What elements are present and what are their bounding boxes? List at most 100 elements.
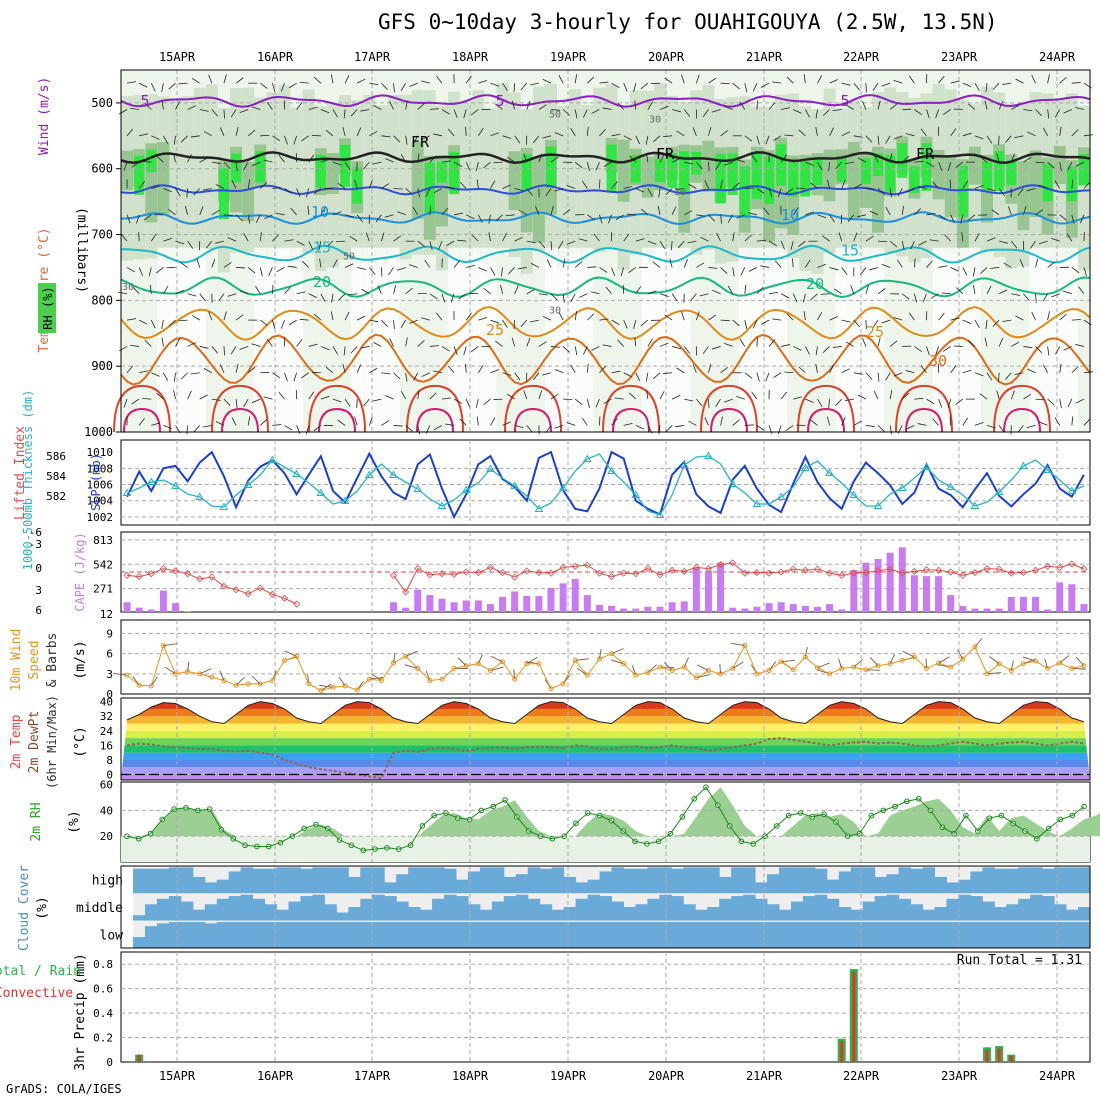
wind-barb	[913, 293, 918, 303]
wind-barb	[373, 341, 382, 347]
wind-barb	[817, 214, 827, 219]
cloud-bar	[850, 867, 864, 894]
cloud-bar	[743, 867, 756, 894]
wind-barb	[793, 159, 803, 163]
wind-barb-10m	[631, 665, 637, 676]
temperature-isotherm	[120, 306, 1091, 341]
wind-barb-10m	[853, 659, 864, 668]
cloud-bar	[814, 922, 828, 948]
date-label-top: 24APR	[1039, 50, 1076, 64]
wind-barb	[744, 372, 753, 379]
cloud-bar	[994, 922, 1007, 948]
wind-barb	[926, 260, 933, 268]
wind-barb	[675, 188, 685, 191]
wind-barb	[483, 287, 491, 295]
wind-barb	[417, 425, 421, 435]
wind-barb	[235, 77, 244, 84]
wind-barb	[999, 240, 1008, 244]
wind-barb	[199, 293, 206, 302]
wind-speed-line	[126, 644, 1085, 692]
wind-barb	[180, 261, 188, 268]
rh-shade-high	[897, 143, 908, 178]
date-label-top: 17APR	[354, 50, 391, 64]
wind-barb	[708, 267, 718, 269]
wind-barb-10m	[370, 673, 382, 681]
wind-barb	[211, 109, 219, 117]
cape-bar	[486, 604, 494, 612]
wind-barb	[684, 398, 694, 402]
wind-barb	[360, 346, 370, 349]
wind-barb	[385, 395, 394, 400]
wind-barb	[732, 182, 740, 189]
wind-barb	[676, 130, 685, 137]
wind-barb	[445, 423, 455, 426]
wind-barb	[336, 240, 346, 243]
cloud-bar	[1042, 896, 1055, 921]
wind-barb	[276, 267, 285, 273]
wind-barb	[288, 319, 297, 326]
wind-barb	[554, 425, 564, 429]
precip-convective-bar	[840, 1041, 844, 1062]
wind-barb	[664, 314, 673, 321]
cloud-bar	[312, 922, 325, 948]
cloud-bar	[455, 922, 469, 948]
temperature-warm-dome	[612, 407, 650, 433]
wind-barb	[348, 293, 358, 296]
thickness-tick-label: 582	[46, 490, 66, 503]
cloud-bar	[264, 868, 278, 894]
rh-shade-low	[193, 87, 206, 253]
wind-barb	[785, 188, 794, 194]
wind-barb	[595, 398, 600, 408]
wind-barb-10m	[393, 653, 396, 664]
wind-barb-10m	[235, 676, 245, 686]
wind-barb	[190, 135, 200, 138]
wind-barb	[720, 416, 723, 426]
wind-barb-10m	[1044, 658, 1049, 669]
wind-barb	[421, 80, 430, 84]
cloud-bar	[192, 909, 206, 921]
wind-barb	[393, 235, 402, 242]
wind-barb	[784, 134, 794, 137]
temperature-warm-dome	[504, 384, 562, 433]
cloud-bar	[1078, 922, 1091, 948]
cloud-bar	[575, 922, 589, 948]
cloud-bar	[671, 896, 684, 921]
cloud-bar	[240, 922, 254, 948]
wind-barb	[792, 293, 798, 303]
cloud-bar	[563, 907, 577, 921]
wind-barb	[603, 161, 612, 167]
wind-barb	[554, 369, 564, 374]
lifted-index-marker	[559, 563, 567, 571]
cloud-bar	[133, 868, 146, 894]
wind-barb	[744, 135, 753, 142]
wind-barb	[1030, 240, 1036, 249]
wind-barb	[161, 83, 164, 93]
cloud-bar	[144, 926, 158, 948]
wind-barb	[1035, 109, 1043, 117]
wind-barb	[350, 109, 358, 117]
thickness-marker	[389, 470, 398, 478]
cape-bar	[959, 605, 967, 612]
wind-barb	[255, 214, 261, 224]
wind-barb	[841, 368, 850, 374]
rh-shade-high	[715, 153, 726, 204]
wind-barb	[820, 293, 830, 295]
wind-barb	[476, 179, 479, 189]
rh-dry-column	[956, 247, 969, 432]
cape-bar	[729, 607, 737, 612]
cloud-bar	[288, 867, 301, 894]
thickness-tick-label: 586	[46, 450, 66, 463]
cloud-bar	[587, 879, 601, 894]
date-label-top: 22APR	[843, 50, 880, 64]
wind-barb	[955, 287, 964, 295]
wind-barb	[163, 285, 169, 294]
cloud-bar	[838, 907, 852, 921]
cloud-bar	[228, 896, 242, 921]
rh-shade-high	[606, 144, 617, 192]
wind-barb	[219, 364, 225, 373]
wind-barb	[302, 260, 310, 268]
wind-barb	[835, 398, 842, 406]
wind-barb	[495, 214, 503, 222]
cloud-bar	[515, 922, 529, 948]
wind-barb	[1051, 293, 1060, 298]
